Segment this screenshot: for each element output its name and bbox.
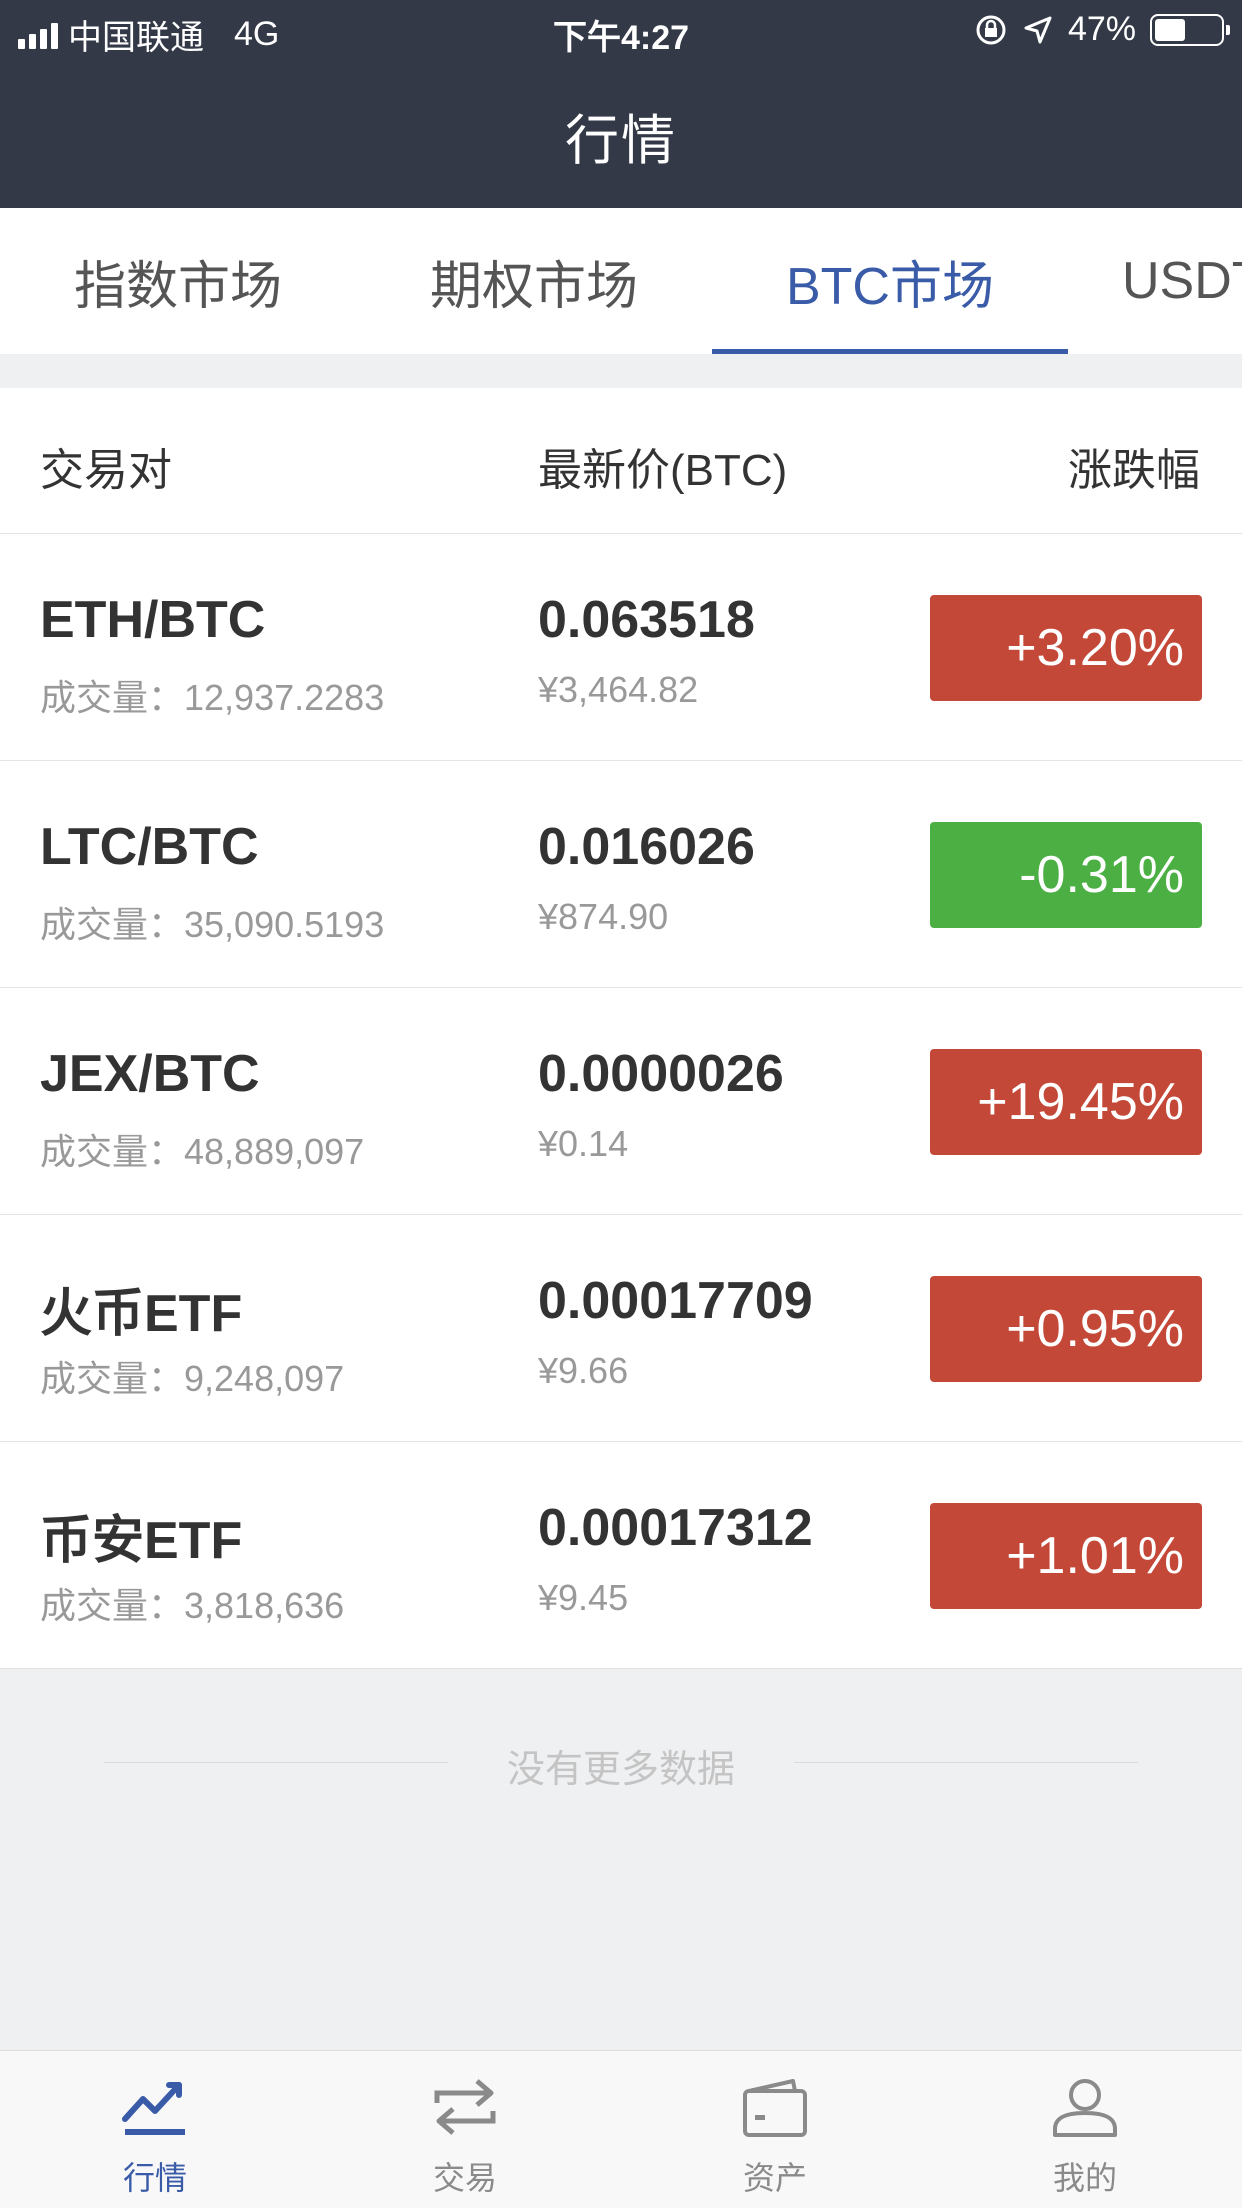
no-more-data-text: 没有更多数据 <box>506 1749 735 1791</box>
tab-usdt-market[interactable]: USDT <box>1068 208 1242 354</box>
volume: 成交量：3,818,636 <box>40 1577 344 1629</box>
change-badge: +3.20% <box>930 595 1202 701</box>
volume-label: 成交量： <box>40 1131 185 1172</box>
header-price[interactable]: 最新价(BTC) <box>538 446 788 495</box>
latest-price: 0.063518 <box>538 591 755 649</box>
header-change[interactable]: 涨跌幅 <box>1068 446 1200 495</box>
battery-icon <box>1150 13 1230 46</box>
volume-label: 成交量： <box>40 904 185 945</box>
status-left: 中国联通 4G <box>18 10 279 59</box>
pair-name: LTC/BTC <box>40 818 259 876</box>
table-row[interactable]: 币安ETF 成交量：3,818,636 0.00017312 ¥9.45 +1.… <box>0 1442 1242 1669</box>
table-row[interactable]: LTC/BTC 成交量：35,090.5193 0.016026 ¥874.90… <box>0 761 1242 988</box>
change-badge: +1.01% <box>930 1503 1202 1609</box>
pair-name: 火币ETF <box>40 1285 243 1343</box>
status-bar: 中国联通 4G 下午4:27 47% <box>0 0 1242 62</box>
volume-value: 9,248,097 <box>184 1358 345 1399</box>
nav-trade[interactable]: 交易 <box>310 2051 620 2208</box>
cny-price: ¥3,464.82 <box>538 669 699 710</box>
tab-options-market[interactable]: 期权市场 <box>356 208 712 354</box>
volume-label: 成交量： <box>40 677 185 718</box>
volume-value: 3,818,636 <box>184 1585 345 1626</box>
tab-label: 期权市场 <box>429 257 638 316</box>
nav-label: 交易 <box>432 2160 497 2196</box>
volume-value: 48,889,097 <box>184 1131 365 1172</box>
tab-label: 指数市场 <box>73 257 282 316</box>
rotation-lock-icon <box>976 15 1006 44</box>
wallet-icon <box>743 2079 807 2137</box>
latest-price: 0.00017709 <box>538 1272 813 1330</box>
nav-assets[interactable]: 资产 <box>620 2051 930 2208</box>
nav-profile[interactable]: 我的 <box>930 2051 1240 2208</box>
volume-value: 12,937.2283 <box>184 677 385 718</box>
tab-btc-market[interactable]: BTC市场 <box>712 208 1068 354</box>
pair-name: JEX/BTC <box>40 1045 260 1103</box>
nav-label: 资产 <box>742 2160 807 2196</box>
battery-fill <box>1155 18 1186 41</box>
exchange-icon <box>434 2079 496 2135</box>
pair-name: ETH/BTC <box>40 591 266 649</box>
cny-price: ¥0.14 <box>538 1123 629 1164</box>
change-badge: +0.95% <box>930 1276 1202 1382</box>
latest-price: 0.0000026 <box>538 1045 784 1103</box>
no-more-data: 没有更多数据 <box>0 1738 1242 1791</box>
volume-label: 成交量： <box>40 1358 185 1399</box>
tab-label: BTC市场 <box>785 257 994 316</box>
nav-label: 行情 <box>122 2160 187 2196</box>
volume-value: 35,090.5193 <box>184 904 385 945</box>
volume-label: 成交量： <box>40 1585 185 1626</box>
battery-percent: 47% <box>1067 10 1136 48</box>
header-pair: 交易对 <box>40 446 172 495</box>
app-header: 中国联通 4G 下午4:27 47% 行情 <box>0 0 1242 208</box>
volume: 成交量：9,248,097 <box>40 1350 344 1402</box>
bottom-nav: 行情 交易 资产 我的 <box>0 2050 1242 2208</box>
volume: 成交量：35,090.5193 <box>40 896 384 948</box>
market-tabs: 指数市场 期权市场 BTC市场 USDT <box>0 208 1242 354</box>
divider <box>104 1762 448 1763</box>
carrier-name: 中国联通 <box>68 19 204 57</box>
tab-label: USDT <box>1122 252 1242 310</box>
status-time: 下午4:27 <box>552 19 690 57</box>
table-header: 交易对 最新价(BTC) 涨跌幅 <box>0 388 1242 534</box>
nav-market[interactable]: 行情 <box>0 2051 310 2208</box>
cny-price: ¥874.90 <box>538 896 669 937</box>
signal-icon <box>18 21 58 49</box>
user-icon <box>1053 2079 1117 2137</box>
table-row[interactable]: JEX/BTC 成交量：48,889,097 0.0000026 ¥0.14 +… <box>0 988 1242 1215</box>
table-row[interactable]: ETH/BTC 成交量：12,937.2283 0.063518 ¥3,464.… <box>0 534 1242 761</box>
change-badge: -0.31% <box>930 822 1202 928</box>
nav-label: 我的 <box>1052 2160 1117 2196</box>
tab-index-market[interactable]: 指数市场 <box>0 208 356 354</box>
location-icon <box>1024 16 1052 43</box>
market-table: 交易对 最新价(BTC) 涨跌幅 ETH/BTC 成交量：12,937.2283… <box>0 388 1242 1669</box>
change-badge: +19.45% <box>930 1049 1202 1155</box>
divider <box>794 1762 1138 1763</box>
table-row[interactable]: 火币ETF 成交量：9,248,097 0.00017709 ¥9.66 +0.… <box>0 1215 1242 1442</box>
cny-price: ¥9.66 <box>538 1350 629 1391</box>
latest-price: 0.00017312 <box>538 1499 813 1557</box>
network-type: 4G <box>234 15 280 53</box>
cny-price: ¥9.45 <box>538 1577 629 1618</box>
chart-icon <box>122 2082 185 2135</box>
pair-name: 币安ETF <box>40 1512 243 1570</box>
volume: 成交量：48,889,097 <box>40 1123 364 1175</box>
latest-price: 0.016026 <box>538 818 755 876</box>
status-right: 47% <box>974 10 1230 49</box>
volume: 成交量：12,937.2283 <box>40 669 384 721</box>
page-title: 行情 <box>565 111 677 171</box>
